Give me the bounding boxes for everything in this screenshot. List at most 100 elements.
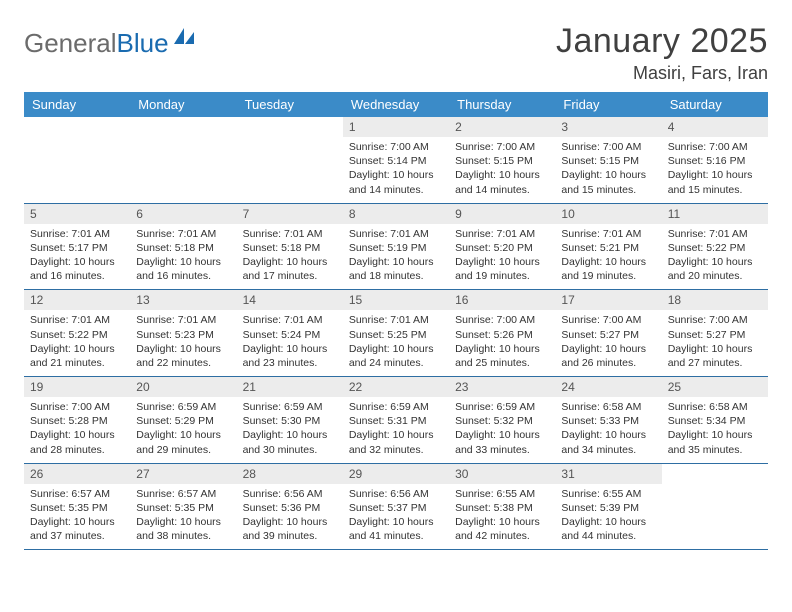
day-body: Sunrise: 6:58 AMSunset: 5:34 PMDaylight:… (662, 397, 768, 463)
day-cell: 17Sunrise: 7:00 AMSunset: 5:27 PMDayligh… (555, 290, 661, 376)
day-header: Saturday (662, 92, 768, 117)
week-row: 26Sunrise: 6:57 AMSunset: 5:35 PMDayligh… (24, 464, 768, 551)
day-number: 29 (343, 464, 449, 484)
day-cell: 14Sunrise: 7:01 AMSunset: 5:24 PMDayligh… (237, 290, 343, 376)
day-header: Thursday (449, 92, 555, 117)
day-header: Sunday (24, 92, 130, 117)
day-cell: 29Sunrise: 6:56 AMSunset: 5:37 PMDayligh… (343, 464, 449, 550)
day-body: Sunrise: 7:01 AMSunset: 5:17 PMDaylight:… (24, 224, 130, 290)
week-row: 5Sunrise: 7:01 AMSunset: 5:17 PMDaylight… (24, 204, 768, 291)
day-cell: 20Sunrise: 6:59 AMSunset: 5:29 PMDayligh… (130, 377, 236, 463)
day-body: Sunrise: 7:00 AMSunset: 5:27 PMDaylight:… (662, 310, 768, 376)
header: GeneralBlue January 2025 Masiri, Fars, I… (24, 22, 768, 84)
day-body: Sunrise: 7:00 AMSunset: 5:27 PMDaylight:… (555, 310, 661, 376)
day-number: 19 (24, 377, 130, 397)
day-body: Sunrise: 6:58 AMSunset: 5:33 PMDaylight:… (555, 397, 661, 463)
month-title: January 2025 (556, 22, 768, 61)
day-body: Sunrise: 6:59 AMSunset: 5:32 PMDaylight:… (449, 397, 555, 463)
day-body: Sunrise: 7:01 AMSunset: 5:20 PMDaylight:… (449, 224, 555, 290)
day-number: 30 (449, 464, 555, 484)
day-number: 31 (555, 464, 661, 484)
day-cell: 13Sunrise: 7:01 AMSunset: 5:23 PMDayligh… (130, 290, 236, 376)
day-body: Sunrise: 7:00 AMSunset: 5:15 PMDaylight:… (555, 137, 661, 203)
day-body: Sunrise: 7:00 AMSunset: 5:28 PMDaylight:… (24, 397, 130, 463)
day-cell: 15Sunrise: 7:01 AMSunset: 5:25 PMDayligh… (343, 290, 449, 376)
day-number: 11 (662, 204, 768, 224)
day-body: Sunrise: 6:56 AMSunset: 5:36 PMDaylight:… (237, 484, 343, 550)
day-cell: 28Sunrise: 6:56 AMSunset: 5:36 PMDayligh… (237, 464, 343, 550)
day-body: Sunrise: 6:55 AMSunset: 5:38 PMDaylight:… (449, 484, 555, 550)
day-number: 28 (237, 464, 343, 484)
day-number: 6 (130, 204, 236, 224)
week-row: 12Sunrise: 7:01 AMSunset: 5:22 PMDayligh… (24, 290, 768, 377)
logo-text: GeneralBlue (24, 28, 169, 59)
day-number: 5 (24, 204, 130, 224)
day-number: 2 (449, 117, 555, 137)
day-number: 23 (449, 377, 555, 397)
day-body: Sunrise: 6:59 AMSunset: 5:31 PMDaylight:… (343, 397, 449, 463)
day-body: Sunrise: 7:01 AMSunset: 5:25 PMDaylight:… (343, 310, 449, 376)
day-cell: 10Sunrise: 7:01 AMSunset: 5:21 PMDayligh… (555, 204, 661, 290)
day-cell: 1Sunrise: 7:00 AMSunset: 5:14 PMDaylight… (343, 117, 449, 203)
day-body: Sunrise: 7:00 AMSunset: 5:16 PMDaylight:… (662, 137, 768, 203)
day-cell: 5Sunrise: 7:01 AMSunset: 5:17 PMDaylight… (24, 204, 130, 290)
day-cell: 19Sunrise: 7:00 AMSunset: 5:28 PMDayligh… (24, 377, 130, 463)
day-body: Sunrise: 6:59 AMSunset: 5:29 PMDaylight:… (130, 397, 236, 463)
day-number: 18 (662, 290, 768, 310)
day-cell: 4Sunrise: 7:00 AMSunset: 5:16 PMDaylight… (662, 117, 768, 203)
day-number: 15 (343, 290, 449, 310)
day-cell: 18Sunrise: 7:00 AMSunset: 5:27 PMDayligh… (662, 290, 768, 376)
day-number: 3 (555, 117, 661, 137)
day-body: Sunrise: 6:57 AMSunset: 5:35 PMDaylight:… (130, 484, 236, 550)
day-number: 26 (24, 464, 130, 484)
day-cell (130, 117, 236, 203)
day-cell: 24Sunrise: 6:58 AMSunset: 5:33 PMDayligh… (555, 377, 661, 463)
day-cell: 23Sunrise: 6:59 AMSunset: 5:32 PMDayligh… (449, 377, 555, 463)
day-cell (24, 117, 130, 203)
day-body: Sunrise: 7:01 AMSunset: 5:22 PMDaylight:… (662, 224, 768, 290)
day-number: 9 (449, 204, 555, 224)
day-body: Sunrise: 6:55 AMSunset: 5:39 PMDaylight:… (555, 484, 661, 550)
day-body: Sunrise: 7:01 AMSunset: 5:18 PMDaylight:… (237, 224, 343, 290)
day-header: Friday (555, 92, 661, 117)
day-number: 20 (130, 377, 236, 397)
logo-part1: General (24, 28, 117, 58)
day-number: 22 (343, 377, 449, 397)
day-number: 12 (24, 290, 130, 310)
day-body: Sunrise: 7:01 AMSunset: 5:23 PMDaylight:… (130, 310, 236, 376)
day-cell: 31Sunrise: 6:55 AMSunset: 5:39 PMDayligh… (555, 464, 661, 550)
day-header: Tuesday (237, 92, 343, 117)
logo-part2: Blue (117, 28, 169, 58)
day-cell (237, 117, 343, 203)
day-number: 14 (237, 290, 343, 310)
location: Masiri, Fars, Iran (556, 63, 768, 84)
day-cell (662, 464, 768, 550)
day-header: Monday (130, 92, 236, 117)
day-cell: 27Sunrise: 6:57 AMSunset: 5:35 PMDayligh… (130, 464, 236, 550)
day-number: 16 (449, 290, 555, 310)
calendar: SundayMondayTuesdayWednesdayThursdayFrid… (24, 92, 768, 550)
day-body: Sunrise: 7:00 AMSunset: 5:14 PMDaylight:… (343, 137, 449, 203)
logo-sail-icon (172, 26, 196, 51)
day-number: 21 (237, 377, 343, 397)
day-number: 10 (555, 204, 661, 224)
day-body: Sunrise: 7:00 AMSunset: 5:26 PMDaylight:… (449, 310, 555, 376)
day-number: 4 (662, 117, 768, 137)
day-number: 7 (237, 204, 343, 224)
day-body: Sunrise: 6:59 AMSunset: 5:30 PMDaylight:… (237, 397, 343, 463)
day-cell: 21Sunrise: 6:59 AMSunset: 5:30 PMDayligh… (237, 377, 343, 463)
day-header: Wednesday (343, 92, 449, 117)
day-cell: 16Sunrise: 7:00 AMSunset: 5:26 PMDayligh… (449, 290, 555, 376)
weeks-container: 1Sunrise: 7:00 AMSunset: 5:14 PMDaylight… (24, 117, 768, 550)
day-cell: 26Sunrise: 6:57 AMSunset: 5:35 PMDayligh… (24, 464, 130, 550)
day-cell: 2Sunrise: 7:00 AMSunset: 5:15 PMDaylight… (449, 117, 555, 203)
day-cell: 3Sunrise: 7:00 AMSunset: 5:15 PMDaylight… (555, 117, 661, 203)
week-row: 19Sunrise: 7:00 AMSunset: 5:28 PMDayligh… (24, 377, 768, 464)
day-number: 24 (555, 377, 661, 397)
day-number: 27 (130, 464, 236, 484)
day-cell: 7Sunrise: 7:01 AMSunset: 5:18 PMDaylight… (237, 204, 343, 290)
day-body: Sunrise: 7:01 AMSunset: 5:21 PMDaylight:… (555, 224, 661, 290)
day-body: Sunrise: 7:01 AMSunset: 5:18 PMDaylight:… (130, 224, 236, 290)
day-cell: 30Sunrise: 6:55 AMSunset: 5:38 PMDayligh… (449, 464, 555, 550)
day-body: Sunrise: 6:57 AMSunset: 5:35 PMDaylight:… (24, 484, 130, 550)
